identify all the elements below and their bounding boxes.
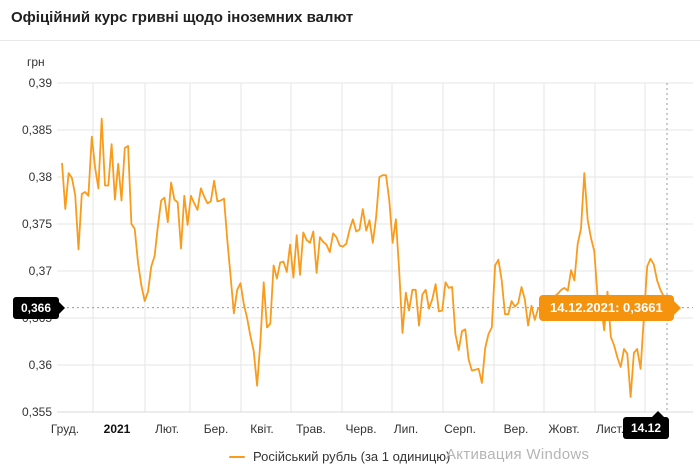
y-axis-tick-label: 0,39	[28, 76, 52, 90]
x-axis-tick-label: Лют.	[154, 422, 180, 436]
y-axis-tick-label: 0,36	[28, 358, 52, 372]
x-axis-tick-label: 2021	[103, 422, 131, 436]
x-axis-tick-label: Квіт.	[250, 422, 274, 436]
y-axis-tick-label: 0,38	[28, 170, 52, 184]
x-axis-tick-label: Вер.	[503, 422, 529, 436]
x-axis-tick-label: Лип.	[393, 422, 419, 436]
y-axis-tick-label: 0,375	[21, 217, 52, 231]
y-axis-tick-label: 0,355	[21, 405, 52, 419]
x-axis-tick-label: Груд.	[50, 422, 80, 436]
legend-line-marker-icon	[229, 455, 245, 458]
crosshair-y-label: 0,366	[13, 296, 66, 319]
x-axis-tick-label: Трав.	[296, 422, 326, 436]
y-axis-tick-label: 0,385	[21, 123, 52, 137]
x-axis-tick-label: Лист.	[595, 422, 625, 436]
widget-header: Офіційний курс гривні щодо іноземних вал…	[0, 0, 700, 41]
legend-item-rub[interactable]: Російський рубль (за 1 одиницю)	[229, 449, 450, 464]
crosshair-x-label: 14.12	[623, 411, 670, 439]
x-axis-tick-label: Бер.	[203, 422, 229, 436]
legend-label: Російський рубль (за 1 одиницю)	[253, 449, 451, 464]
y-axis-tick-label: 0,37	[28, 264, 52, 278]
windows-activation-watermark: Активация Windows	[446, 446, 590, 463]
y-axis-unit-label: грн	[27, 55, 45, 69]
page-title: Офіційний курс гривні щодо іноземних вал…	[11, 9, 354, 26]
tooltip: 14.12.2021: 0,3661	[539, 294, 681, 321]
series-line-rub[interactable]	[61, 117, 668, 398]
x-axis-tick-label: Серп.	[444, 422, 476, 436]
x-axis-tick-label: Черв.	[345, 422, 377, 436]
x-axis-tick-label: Жовт.	[548, 422, 580, 436]
